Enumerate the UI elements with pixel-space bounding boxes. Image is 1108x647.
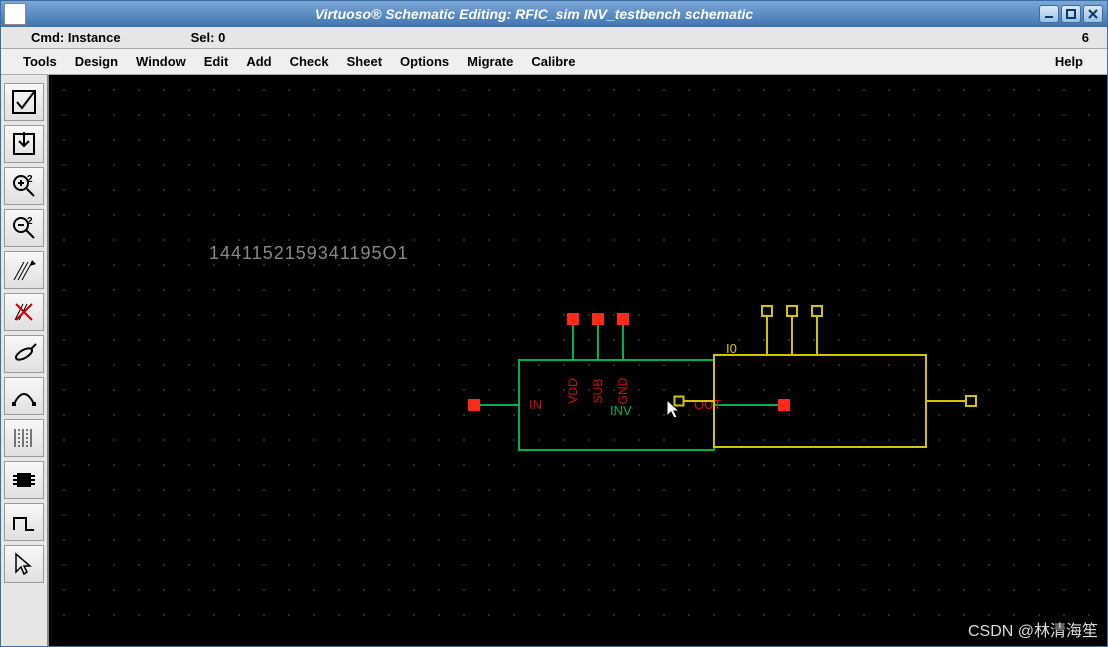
close-button[interactable] xyxy=(1083,5,1103,23)
svg-text:2: 2 xyxy=(27,216,33,227)
main-window: Virtuoso® Schematic Editing: RFIC_sim IN… xyxy=(0,0,1108,647)
maximize-button[interactable] xyxy=(1061,5,1081,23)
menu-add[interactable]: Add xyxy=(238,51,279,72)
titlebar[interactable]: Virtuoso® Schematic Editing: RFIC_sim IN… xyxy=(1,1,1107,27)
wire-tool-icon[interactable] xyxy=(4,335,44,373)
cmd-value: Instance xyxy=(68,30,121,45)
work-area: 2 2 1441152159341195O1 INOUTVDDSUBGNDINV… xyxy=(1,75,1107,646)
menu-design[interactable]: Design xyxy=(67,51,126,72)
route-tool-icon[interactable] xyxy=(4,503,44,541)
status-counter: 6 xyxy=(1082,30,1089,45)
save-tool-icon[interactable] xyxy=(4,125,44,163)
stretch-tool-icon[interactable] xyxy=(4,251,44,289)
svg-text:I0: I0 xyxy=(726,341,737,356)
sel-label: Sel: xyxy=(191,30,215,45)
menu-calibre[interactable]: Calibre xyxy=(523,51,583,72)
svg-text:OUT: OUT xyxy=(694,397,722,412)
app-icon xyxy=(4,3,26,25)
menu-migrate[interactable]: Migrate xyxy=(459,51,521,72)
svg-text:GND: GND xyxy=(616,377,630,404)
minimize-button[interactable] xyxy=(1039,5,1059,23)
svg-text:SUB: SUB xyxy=(591,379,605,404)
zoom-in-tool-icon[interactable]: 2 xyxy=(4,167,44,205)
pattern-tool-icon[interactable] xyxy=(4,419,44,457)
menu-sheet[interactable]: Sheet xyxy=(339,51,390,72)
select-tool-icon[interactable] xyxy=(4,545,44,583)
svg-text:VDD: VDD xyxy=(566,378,580,404)
zoom-out-tool-icon[interactable]: 2 xyxy=(4,209,44,247)
check-tool-icon[interactable] xyxy=(4,83,44,121)
menu-bar: Tools Design Window Edit Add Check Sheet… xyxy=(1,49,1107,75)
svg-text:IN: IN xyxy=(529,397,542,412)
cmd-label: Cmd: xyxy=(31,30,64,45)
menu-help[interactable]: Help xyxy=(1047,51,1091,72)
window-title: Virtuoso® Schematic Editing: RFIC_sim IN… xyxy=(29,6,1039,22)
delete-tool-icon[interactable] xyxy=(4,293,44,331)
menu-window[interactable]: Window xyxy=(128,51,194,72)
menu-edit[interactable]: Edit xyxy=(196,51,237,72)
svg-text:2: 2 xyxy=(27,174,33,185)
menu-check[interactable]: Check xyxy=(282,51,337,72)
vertical-toolbar: 2 2 xyxy=(1,75,49,646)
instance-tool-icon[interactable] xyxy=(4,461,44,499)
status-bar: Cmd: Instance Sel: 0 6 xyxy=(1,27,1107,49)
watermark-text: CSDN @林清海笙 xyxy=(968,617,1098,641)
menu-tools[interactable]: Tools xyxy=(15,51,65,72)
svg-text:INV: INV xyxy=(610,403,632,418)
menu-options[interactable]: Options xyxy=(392,51,457,72)
schematic-canvas[interactable]: 1441152159341195O1 INOUTVDDSUBGNDINVI0 xyxy=(49,75,1107,646)
arc-tool-icon[interactable] xyxy=(4,377,44,415)
sel-value: 0 xyxy=(218,30,225,45)
window-controls xyxy=(1039,5,1103,23)
